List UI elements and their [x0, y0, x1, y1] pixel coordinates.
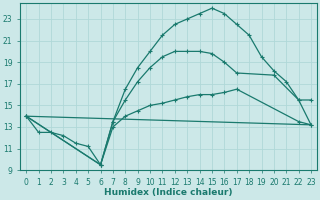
X-axis label: Humidex (Indice chaleur): Humidex (Indice chaleur) — [104, 188, 233, 197]
